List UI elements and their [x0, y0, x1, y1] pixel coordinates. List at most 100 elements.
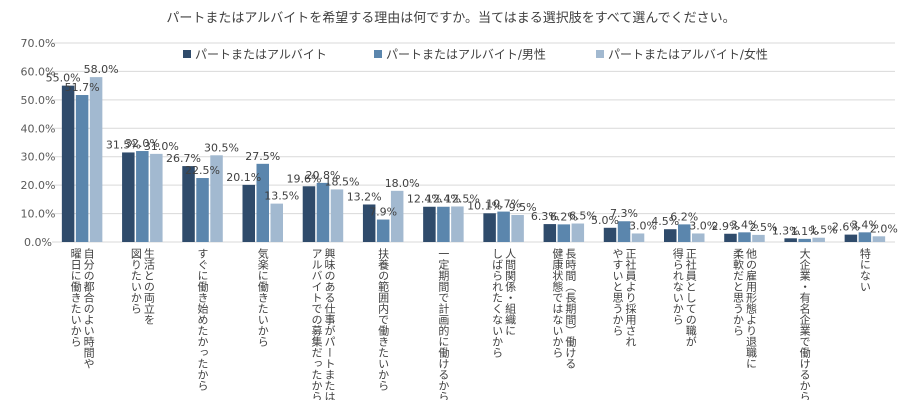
bar: [136, 151, 149, 242]
category-label: 健康状態ではないから: [551, 248, 564, 358]
data-label: 27.5%: [245, 150, 280, 163]
bar: [617, 221, 631, 242]
data-label: 6.2%: [670, 210, 698, 223]
bar: [150, 153, 163, 242]
bar: [664, 229, 677, 242]
bar: [376, 219, 390, 242]
data-label: 22.5%: [185, 164, 220, 177]
category-label: 扶養の範囲内で働きたいから: [377, 247, 390, 391]
bar: [61, 85, 75, 243]
data-label: 6.5%: [569, 210, 597, 223]
bar: [631, 233, 645, 242]
data-label: 12.4%: [426, 193, 461, 206]
data-label: 12.4%: [407, 193, 442, 206]
data-label: 32.0%: [125, 137, 160, 150]
bar: [678, 224, 691, 242]
data-label: 31.0%: [144, 140, 179, 153]
bar: [423, 206, 436, 242]
category-label: 気楽に働きたいから: [256, 247, 269, 347]
data-label: 30.5%: [204, 141, 239, 154]
data-label: 1.3%: [772, 224, 800, 237]
bar: [858, 232, 872, 242]
bar: [210, 155, 223, 242]
legend-label: パートまたはアルバイト: [195, 48, 327, 62]
data-label: 5.0%: [591, 214, 619, 227]
y-tick-label: 30.0%: [21, 151, 56, 164]
y-tick-label: 50.0%: [21, 94, 56, 107]
category-label: 図りたいから: [129, 248, 142, 314]
data-label: 13.2%: [347, 190, 382, 203]
y-tick-label: 0.0%: [24, 236, 52, 249]
category-label: 他の雇用形態より退職に: [744, 248, 757, 369]
bar: [330, 189, 344, 242]
data-label: 55.0%: [46, 72, 81, 85]
legend-swatch: [183, 50, 191, 58]
bar: [557, 224, 571, 242]
category-label: 生活との両立を: [142, 247, 155, 325]
category-label: 長時間（長期間）働ける: [564, 248, 577, 369]
data-label: 4.5%: [651, 215, 679, 228]
bar: [362, 204, 376, 242]
data-label: 3.4%: [730, 218, 758, 231]
data-label: 1.5%: [810, 224, 838, 237]
data-label: 26.7%: [166, 152, 201, 165]
bar: [89, 77, 103, 242]
data-label: 31.5%: [106, 138, 141, 151]
bar: [603, 227, 617, 242]
category-label: アルバイトでの募集だったから: [310, 248, 323, 400]
bar: [497, 211, 510, 242]
bar: [798, 238, 811, 242]
bar: [242, 184, 255, 242]
bar: [543, 224, 557, 242]
data-label: 51.7%: [65, 81, 100, 94]
category-label: 得られないから: [671, 248, 684, 325]
bar: [784, 238, 797, 242]
bar: [483, 213, 496, 242]
data-label: 10.7%: [486, 198, 521, 211]
category-label: 大企業・有名企業で働けるから: [798, 247, 811, 400]
bar: [196, 178, 209, 242]
bar: [256, 163, 269, 242]
legend-swatch: [374, 50, 382, 58]
bar: [316, 182, 330, 242]
data-label: 3.0%: [689, 219, 717, 232]
category-label: 人間関係・組織に: [504, 248, 517, 336]
data-label: 6.3%: [531, 210, 559, 223]
category-label: しばられたくないから: [491, 248, 504, 358]
data-label: 10.1%: [467, 199, 502, 212]
bar: [752, 234, 765, 242]
legend-label: パートまたはアルバイト/女性: [608, 47, 768, 62]
y-tick-label: 60.0%: [21, 65, 56, 78]
y-axis-ticks: 0.0% 10.0% 20.0% 30.0% 40.0% 50.0% 60.0% 70.0%: [21, 37, 56, 249]
data-label: 19.6%: [286, 172, 321, 185]
bar: [844, 234, 858, 242]
category-label: 正社員としての職が: [684, 248, 697, 347]
y-tick-label: 40.0%: [21, 122, 56, 135]
y-tick-label: 20.0%: [21, 179, 56, 192]
category-label: 一定期間で計画的に働けるから: [437, 248, 450, 400]
category-label: やすいと思うから: [611, 248, 624, 336]
data-label: 3.0%: [629, 219, 657, 232]
bar: [122, 152, 135, 242]
bar: [437, 206, 450, 242]
bar: [812, 237, 825, 242]
category-label: 自分の都合のよい時間や: [82, 248, 95, 369]
legend-label: パートまたはアルバイト/男性: [386, 48, 546, 62]
category-label: 特にない: [858, 247, 871, 292]
bar: [692, 233, 705, 242]
category-label: 正社員より採用され: [624, 248, 637, 347]
category-label: すぐに働き始めたかったから: [196, 248, 209, 391]
data-label: 18.0%: [385, 177, 420, 190]
data-label: 58.0%: [84, 63, 119, 76]
data-label: 9.5%: [509, 201, 537, 214]
bar: [724, 233, 737, 242]
bar: [511, 214, 524, 242]
bar: [302, 186, 316, 242]
bar: [75, 95, 89, 242]
data-label: 12.5%: [445, 192, 480, 205]
bar: [270, 203, 283, 242]
data-label: 2.9%: [711, 220, 739, 233]
bar: [571, 223, 585, 242]
category-label: 柔軟だと思うから: [731, 248, 744, 336]
